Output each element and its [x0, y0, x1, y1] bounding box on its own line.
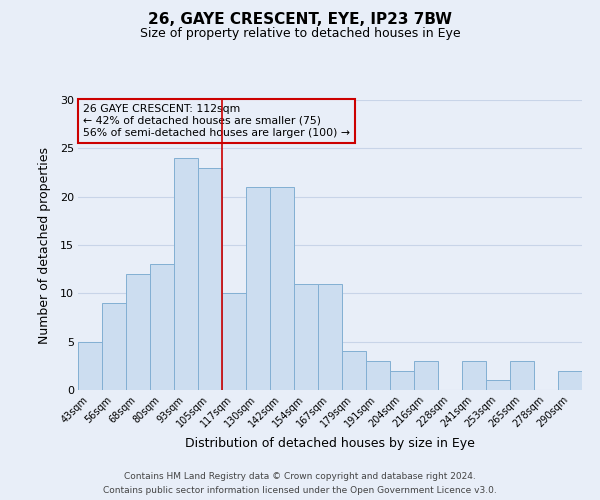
Bar: [294, 284, 318, 390]
Text: Size of property relative to detached houses in Eye: Size of property relative to detached ho…: [140, 28, 460, 40]
Bar: [486, 380, 510, 390]
Bar: [150, 264, 174, 390]
Bar: [414, 361, 438, 390]
Bar: [198, 168, 222, 390]
Bar: [558, 370, 582, 390]
Text: Contains HM Land Registry data © Crown copyright and database right 2024.: Contains HM Land Registry data © Crown c…: [124, 472, 476, 481]
Bar: [246, 187, 270, 390]
Text: Contains public sector information licensed under the Open Government Licence v3: Contains public sector information licen…: [103, 486, 497, 495]
Bar: [78, 342, 102, 390]
Bar: [342, 352, 366, 390]
Bar: [270, 187, 294, 390]
Text: 26, GAYE CRESCENT, EYE, IP23 7BW: 26, GAYE CRESCENT, EYE, IP23 7BW: [148, 12, 452, 28]
Bar: [318, 284, 342, 390]
Bar: [174, 158, 198, 390]
X-axis label: Distribution of detached houses by size in Eye: Distribution of detached houses by size …: [185, 438, 475, 450]
Bar: [222, 294, 246, 390]
Bar: [126, 274, 150, 390]
Bar: [462, 361, 486, 390]
Y-axis label: Number of detached properties: Number of detached properties: [38, 146, 52, 344]
Bar: [366, 361, 390, 390]
Bar: [102, 303, 126, 390]
Text: 26 GAYE CRESCENT: 112sqm
← 42% of detached houses are smaller (75)
56% of semi-d: 26 GAYE CRESCENT: 112sqm ← 42% of detach…: [83, 104, 350, 138]
Bar: [510, 361, 534, 390]
Bar: [390, 370, 414, 390]
